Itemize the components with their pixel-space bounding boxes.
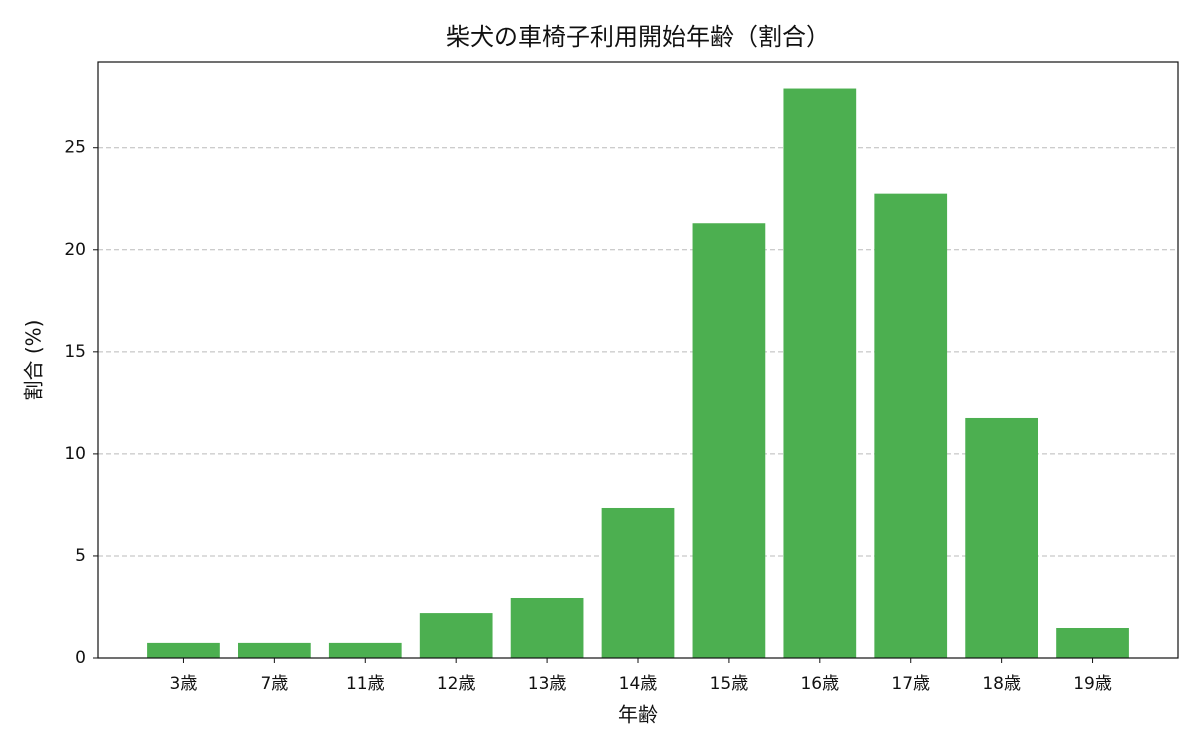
- x-axis-label: 年齢: [618, 703, 658, 727]
- x-tick-label: 15歳: [710, 674, 749, 694]
- x-tick-label: 12歳: [437, 674, 476, 694]
- y-tick-label: 25: [64, 138, 86, 158]
- bar: [328, 642, 402, 658]
- y-tick-label: 20: [64, 240, 86, 260]
- x-tick-label: 14歳: [619, 674, 658, 694]
- bar: [965, 417, 1038, 658]
- x-tick-label: 11歳: [346, 674, 385, 694]
- x-tick-label: 17歳: [891, 674, 930, 694]
- x-tick-label: 13歳: [528, 674, 567, 694]
- bar: [1056, 627, 1129, 658]
- bars: [147, 88, 1129, 659]
- x-tick-label: 16歳: [800, 674, 839, 694]
- chart-title: 柴犬の車椅子利用開始年齢（割合）: [446, 23, 830, 51]
- ticks: 0 5 10 15 20 25 3歳 7歳 11歳 12歳 13歳 14歳 15歳 16歳 17歳 18歳 19…: [64, 138, 1112, 694]
- y-tick-label: 0: [75, 648, 86, 668]
- x-tick-label: 19歳: [1073, 674, 1112, 694]
- y-axis-label: 割合 (%): [22, 320, 46, 401]
- bar: [510, 597, 584, 658]
- bar: [692, 223, 766, 658]
- y-tick-label: 10: [64, 444, 86, 464]
- x-tick-label: 18歳: [982, 674, 1021, 694]
- bar: [238, 642, 311, 658]
- bar: [783, 88, 857, 659]
- y-tick-label: 15: [64, 342, 86, 362]
- y-tick-label: 5: [75, 546, 86, 566]
- bar: [601, 507, 675, 658]
- x-tick-label: 3歳: [170, 674, 198, 694]
- bar: [419, 613, 493, 658]
- bar: [874, 193, 948, 658]
- x-tick-label: 7歳: [260, 674, 288, 694]
- bar: [147, 642, 220, 658]
